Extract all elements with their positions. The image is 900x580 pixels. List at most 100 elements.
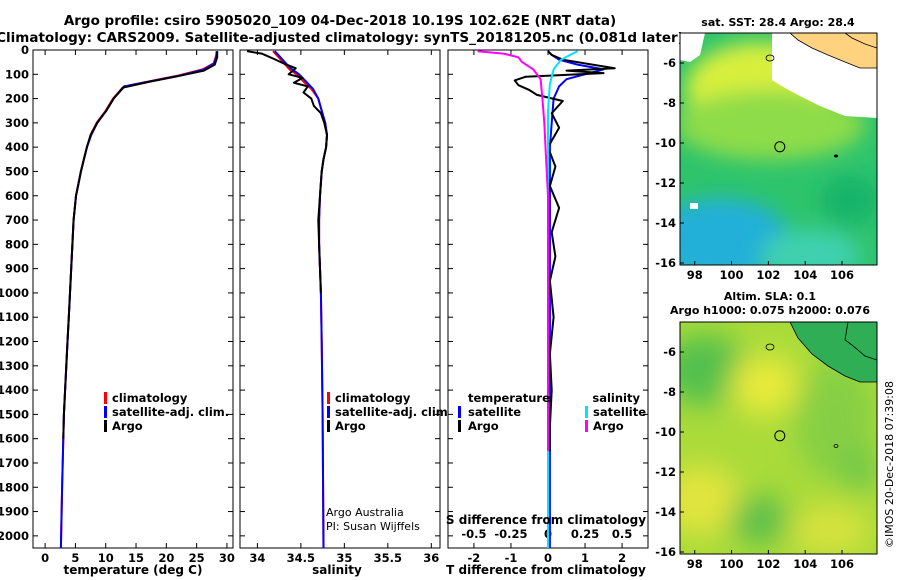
temperature-panel: 0100200300400500600700800900100011001200…	[0, 43, 235, 577]
ytick-label: 1300	[0, 359, 29, 373]
legend-swatch-argo	[104, 420, 107, 432]
credit-label: ©IMOS 20-Dec-2018 07:39:08	[883, 381, 896, 548]
salinity-panel: 34 34.5 35 35.5 36 salinity climatology sate…	[239, 49, 452, 577]
figure-subtitle: Climatology: CARS2009. Satellite-adjuste…	[0, 30, 684, 46]
ytick-label: 1000	[0, 286, 29, 300]
ytick-label: 0	[21, 43, 29, 57]
map-xtick-label: 104	[793, 268, 817, 282]
legend-label-temp-argo: Argo	[468, 419, 499, 433]
ytick-label: 200	[5, 92, 29, 106]
map-ytick-label: -14	[655, 505, 676, 519]
temperature-panel-frame	[32, 49, 234, 549]
map-ytick-label: -16	[655, 256, 676, 270]
sst-map-title: sat. SST: 28.4 Argo: 28.4	[701, 16, 855, 29]
sla-map: Altim. SLA: 0.1 Argo h1000: 0.075 h2000:…	[655, 290, 878, 571]
secondary-xtick-label: 0.25	[571, 527, 599, 541]
legend-swatch-satellite	[104, 406, 107, 418]
ytick-label: 100	[5, 67, 29, 81]
map-ytick-label: -6	[663, 345, 676, 359]
map-ytick-label: -12	[655, 176, 676, 190]
legend-swatch-satellite	[327, 406, 330, 418]
map-xtick-label: 106	[830, 557, 854, 571]
land-sumatra-java	[789, 33, 877, 69]
map-ytick-label: -16	[655, 545, 676, 559]
xtick-label: 35.5	[374, 551, 402, 565]
xtick-label: 10	[98, 551, 114, 565]
float-position-marker	[774, 430, 786, 442]
xtick-label: 15	[128, 551, 144, 565]
map-ytick-label: -14	[655, 216, 676, 230]
temperature-legend: climatology satellite-adj. clim. Argo	[104, 391, 229, 433]
ytick-label: 1700	[0, 456, 29, 470]
map-xtick-label: 106	[830, 268, 854, 282]
legend-label-satellite: satellite-adj. clim.	[112, 405, 229, 419]
series-line-salinity-argo	[477, 50, 549, 451]
xtick-label: 25	[189, 551, 205, 565]
secondary-xtick-label: 0.5	[612, 527, 632, 541]
map-ytick-label: -8	[663, 385, 676, 399]
xtick-label: 34.5	[287, 551, 315, 565]
legend-label-sal-satellite: satellite	[593, 405, 646, 419]
ytick-label: 1100	[0, 310, 29, 324]
map-xtick-label: 98	[687, 557, 703, 571]
ytick-label: 1200	[0, 335, 29, 349]
salinity-panel-frame	[239, 49, 441, 549]
xtick-label: 36	[423, 551, 439, 565]
legend-header-salinity: salinity	[592, 391, 640, 405]
series-line-temperature-argo	[513, 50, 616, 451]
map-ytick-label: -8	[663, 96, 676, 110]
xtick-label: 30	[219, 551, 235, 565]
ytick-label: 800	[5, 237, 29, 251]
sla-field	[680, 322, 877, 554]
salinity-legend: climatology satellite-adj. clim. Argo	[327, 391, 452, 433]
map-xtick-label: 100	[720, 557, 744, 571]
difference-secondary-xlabel: S difference from climatology	[446, 513, 646, 527]
legend-label-argo: Argo	[112, 419, 143, 433]
sst-field	[680, 33, 877, 265]
legend-swatch-sal-satellite	[585, 406, 588, 418]
xtick-label: 1	[581, 551, 589, 565]
xtick-label: 20	[158, 551, 174, 565]
series-line-argo	[62, 51, 219, 439]
legend-header-temperature: temperature	[468, 391, 550, 405]
ytick-label: 500	[5, 164, 29, 178]
map-ytick-label: -10	[655, 136, 676, 150]
xtick-label: 5	[71, 551, 79, 565]
map-ytick-label: -10	[655, 425, 676, 439]
secondary-xtick-label: -0.25	[494, 527, 527, 541]
ytick-label: 2000	[0, 529, 29, 543]
map-ytick-label: -6	[663, 56, 676, 70]
map-xtick-label: 98	[687, 268, 703, 282]
series-line-argo	[246, 50, 328, 293]
ytick-label: 300	[5, 116, 29, 130]
legend-label-argo: Argo	[335, 419, 366, 433]
pi-label: PI: Susan Wijffels	[326, 520, 420, 533]
institution-label: Argo Australia	[326, 506, 404, 519]
ytick-label: 400	[5, 140, 29, 154]
legend-label-climatology: climatology	[335, 391, 411, 405]
difference-legend: temperature satellite Argo salinity sate…	[458, 391, 646, 433]
xtick-label: -1	[505, 551, 518, 565]
legend-swatch-temp-argo	[458, 420, 461, 432]
legend-label-temp-satellite: satellite	[468, 405, 521, 419]
sla-map-title: Altim. SLA: 0.1	[724, 290, 816, 303]
xtick-label: 34	[249, 551, 265, 565]
secondary-xtick-label: -0.5	[461, 527, 486, 541]
float-position-marker	[774, 141, 786, 153]
xtick-label: -2	[468, 551, 481, 565]
legend-swatch-temp-satellite	[458, 406, 461, 418]
difference-xlabel: T difference from climatology	[446, 563, 646, 577]
legend-label-climatology: climatology	[112, 391, 188, 405]
xtick-label: 0	[544, 551, 552, 565]
ytick-label: 1500	[0, 407, 29, 421]
legend-label-sal-argo: Argo	[593, 419, 624, 433]
land-sumatra-java	[789, 322, 877, 383]
legend-swatch-sal-argo	[585, 420, 588, 432]
ytick-label: 600	[5, 189, 29, 203]
temperature-xlabel: temperature (deg C)	[64, 563, 203, 577]
xtick-label: 0	[41, 551, 49, 565]
ytick-label: 900	[5, 262, 29, 276]
legend-label-satellite: satellite-adj. clim.	[335, 405, 452, 419]
ytick-label: 700	[5, 213, 29, 227]
